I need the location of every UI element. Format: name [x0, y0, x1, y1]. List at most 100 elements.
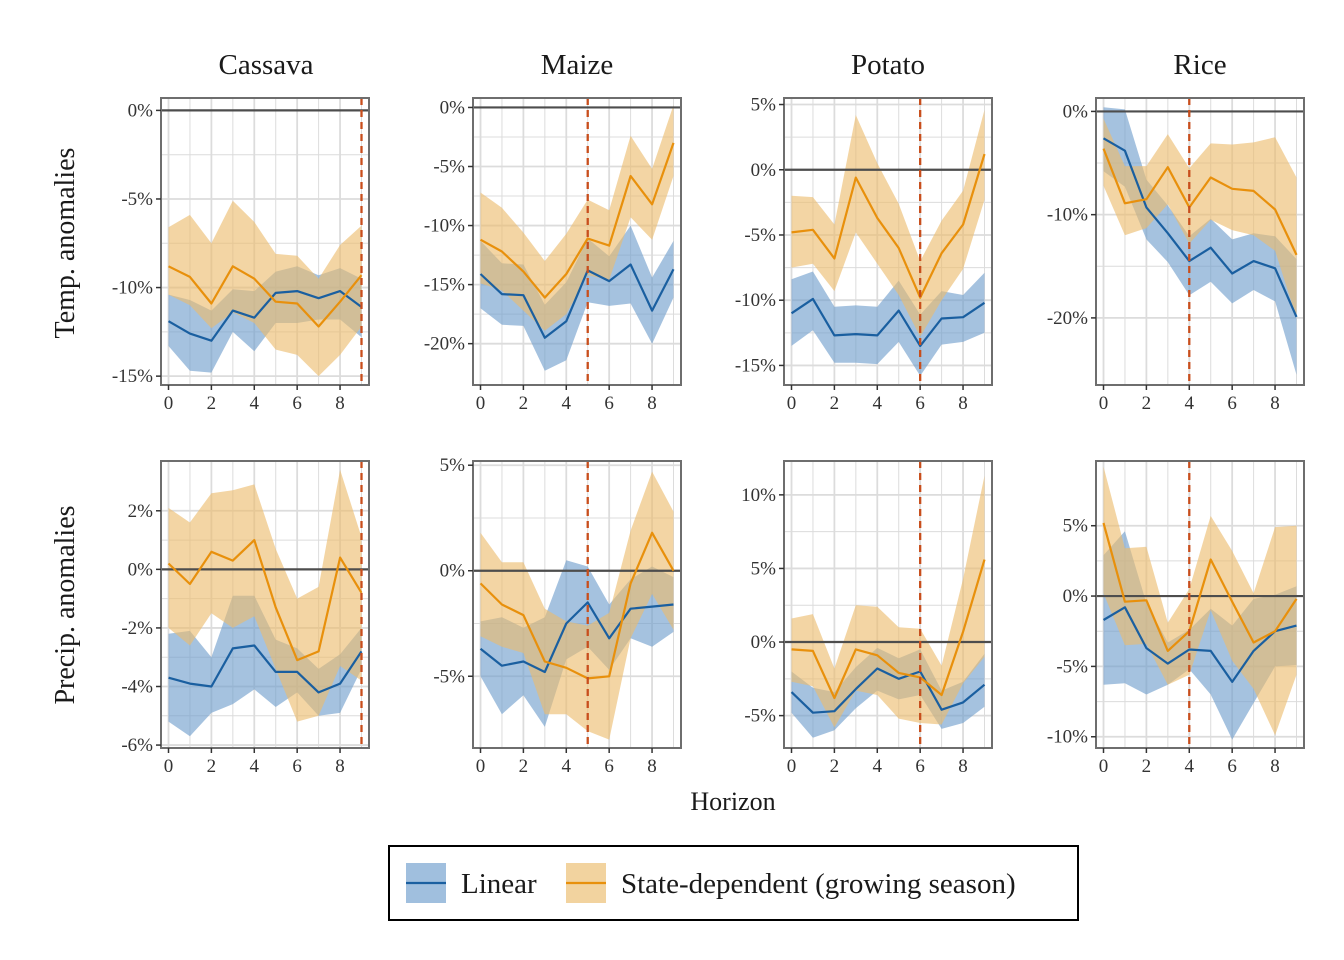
row-titles: Temp. anomalies Precip. anomalies: [50, 148, 81, 705]
panel-frame: [160, 97, 370, 386]
y-tick-label: -15%: [112, 366, 153, 387]
linear-series-line: [790, 667, 986, 714]
y-tick-label: -5%: [121, 189, 153, 210]
legend-linear-label: Linear: [461, 868, 537, 900]
state-dependent-confidence-band: [791, 475, 985, 728]
y-tick-label: 0%: [1063, 586, 1089, 607]
x-tick-label: 6: [292, 756, 302, 777]
y-tick-label: -10%: [735, 290, 776, 311]
legend-state-label: State-dependent (growing season): [621, 868, 1016, 900]
x-tick-label: 8: [335, 393, 345, 414]
y-tick-label: -20%: [1047, 308, 1088, 329]
state-dependent-confidence-band: [480, 471, 674, 740]
x-tick-label: 6: [604, 756, 614, 777]
x-tick-label: 2: [519, 393, 529, 414]
panel-r1-c1: 5% 0% -5% 0 2 4 6 8: [433, 455, 682, 777]
x-tick-label: 8: [958, 756, 968, 777]
panel-frame: [160, 460, 370, 749]
x-tick-label: 0: [1099, 393, 1109, 414]
y-tick-label: 0%: [1063, 101, 1089, 122]
y-tick-label: 5%: [751, 558, 777, 579]
panel-r0-c3: 0% -10% -20% 0 2 4 6 8: [1047, 97, 1305, 414]
panel-frame: [1095, 460, 1305, 749]
x-tick-label: 6: [915, 756, 925, 777]
panel-r0-c2: 5% 0% -5% -10% -15% 0 2 4 6 8: [735, 95, 993, 414]
x-tick-label: 8: [958, 393, 968, 414]
legend: Linear State-dependent (growing season): [388, 845, 1079, 921]
x-tick-label: 0: [787, 393, 797, 414]
col-title-maize: Maize: [541, 49, 613, 81]
x-tick-label: 6: [604, 393, 614, 414]
x-tick-label: 4: [1185, 393, 1195, 414]
x-tick-label: 6: [1227, 393, 1237, 414]
x-tick-label: 4: [562, 393, 572, 414]
x-tick-label: 8: [647, 393, 657, 414]
y-tick-label: -10%: [424, 216, 465, 237]
y-tick-label: -15%: [735, 355, 776, 376]
y-tick-label: -4%: [121, 677, 153, 698]
y-tick-label: 5%: [751, 95, 777, 116]
panel-frame: [472, 460, 682, 749]
panel-frame: [783, 97, 993, 386]
x-tick-label: 6: [915, 393, 925, 414]
linear-series-line: [790, 297, 986, 347]
y-tick-label: -5%: [744, 225, 776, 246]
col-title-cassava: Cassava: [218, 49, 313, 81]
state-dependent-series-line: [168, 265, 363, 328]
x-tick-label: 0: [164, 756, 174, 777]
x-tick-label: 4: [562, 756, 572, 777]
panel-r0-c0: 0% -5% -10% -15% 0 2 4 6 8: [112, 97, 370, 414]
x-tick-label: 4: [250, 393, 260, 414]
y-tick-label: -10%: [1047, 205, 1088, 226]
panel-r0-c1: 0% -5% -10% -15% -20% 0 2 4 6 8: [424, 97, 682, 414]
y-tick-label: 10%: [741, 485, 776, 506]
x-tick-label: 2: [207, 393, 217, 414]
y-tick-label: 5%: [1063, 516, 1089, 537]
linear-series-line: [1102, 137, 1298, 318]
panel-frame: [472, 97, 682, 386]
state-dependent-series-line: [479, 531, 675, 680]
col-title-rice: Rice: [1173, 49, 1226, 81]
state-dependent-series-line: [1102, 148, 1298, 256]
state-dependent-series-line: [167, 538, 363, 662]
legend-box: [388, 845, 1079, 921]
row-title-temp: Temp. anomalies: [50, 148, 81, 339]
y-tick-label: -6%: [121, 735, 153, 756]
x-tick-label: 4: [1185, 756, 1195, 777]
y-tick-label: -5%: [433, 666, 465, 687]
y-tick-label: -10%: [112, 278, 153, 299]
state-dependent-confidence-band: [168, 200, 362, 377]
x-tick-label: 0: [1099, 756, 1109, 777]
x-tick-label: 2: [830, 393, 840, 414]
y-tick-label: -5%: [433, 157, 465, 178]
state-dependent-confidence-band: [1103, 466, 1297, 736]
x-tick-label: 4: [250, 756, 260, 777]
panel-r1-c2: 10% 5% 0% -5% 0 2 4 6 8: [741, 460, 993, 777]
row-title-precip: Precip. anomalies: [50, 505, 81, 704]
x-tick-label: 8: [647, 756, 657, 777]
state-dependent-series-line: [479, 142, 675, 299]
x-tick-label: 2: [207, 756, 217, 777]
state-dependent-series-line: [1102, 522, 1298, 653]
state-dependent-confidence-band: [791, 109, 985, 337]
x-tick-label: 2: [519, 756, 529, 777]
linear-confidence-band: [1103, 107, 1297, 375]
x-tick-label: 4: [873, 756, 883, 777]
y-tick-label: 5%: [440, 455, 466, 476]
panel-frame: [783, 460, 993, 749]
x-tick-label: 4: [873, 393, 883, 414]
x-tick-label: 0: [476, 756, 486, 777]
x-tick-label: 2: [830, 756, 840, 777]
y-tick-label: -2%: [121, 618, 153, 639]
y-tick-label: -15%: [424, 275, 465, 296]
y-tick-label: -5%: [1056, 656, 1088, 677]
y-tick-label: 2%: [128, 501, 154, 522]
panels: 0% -5% -10% -15% 0 2 4 6 8 0% -5% -10% -15% -20% 0 2 4 6 8…: [112, 95, 1305, 777]
y-tick-label: 0%: [128, 100, 154, 121]
x-tick-label: 8: [1270, 756, 1280, 777]
x-tick-label: 0: [787, 756, 797, 777]
y-tick-label: 0%: [440, 561, 466, 582]
x-tick-label: 2: [1142, 393, 1152, 414]
x-tick-label: 0: [476, 393, 486, 414]
